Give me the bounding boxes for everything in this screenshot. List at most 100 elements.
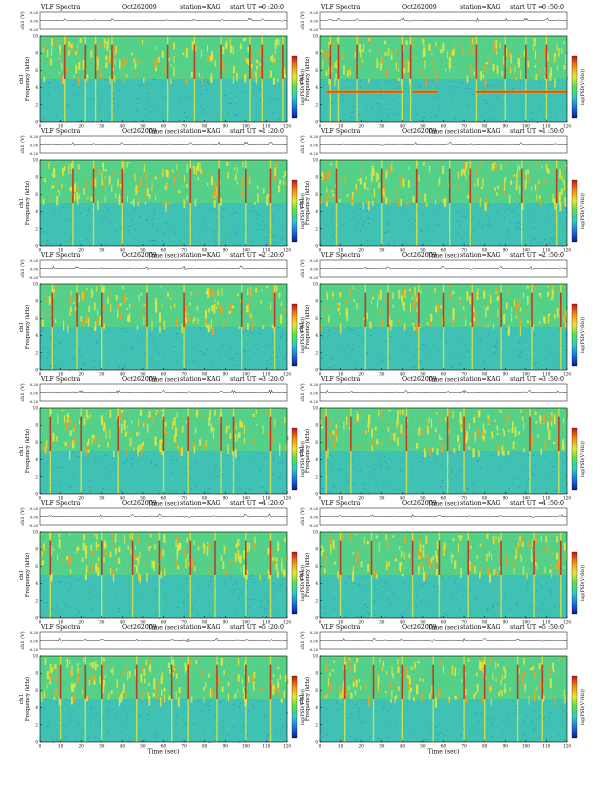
y-tick-label: 8 <box>315 299 318 304</box>
y-tick-label: 6 <box>35 192 38 197</box>
noise-speckle <box>565 112 566 113</box>
noise-speckle <box>83 342 84 343</box>
noise-speckle <box>559 218 560 219</box>
noise-speckle <box>526 344 527 345</box>
noise-speckle <box>497 332 498 333</box>
noise-speckle <box>48 94 49 95</box>
noise-speckle <box>361 481 362 482</box>
noise-speckle <box>202 465 203 466</box>
emission-streak <box>56 436 57 441</box>
noise-speckle <box>131 488 132 489</box>
noise-speckle <box>190 366 191 367</box>
noise-speckle <box>259 215 260 216</box>
emission-streak <box>274 418 275 427</box>
noise-speckle <box>182 342 183 343</box>
noise-speckle <box>494 464 495 465</box>
noise-speckle <box>50 336 51 337</box>
emission-streak <box>439 192 440 198</box>
burst-core <box>101 293 103 327</box>
noise-speckle <box>173 119 174 120</box>
emission-streak <box>247 289 248 296</box>
noise-speckle <box>554 227 555 228</box>
noise-speckle <box>371 224 372 225</box>
noise-speckle <box>132 465 133 466</box>
noise-speckle <box>166 226 167 227</box>
noise-speckle <box>110 234 111 235</box>
noise-speckle <box>222 341 223 342</box>
emission-streak <box>173 417 175 426</box>
emission-streak <box>198 177 200 180</box>
noise-speckle <box>386 80 387 81</box>
noise-speckle <box>465 216 466 217</box>
noise-speckle <box>476 479 477 480</box>
noise-speckle <box>396 222 397 223</box>
noise-speckle <box>534 353 535 354</box>
noise-speckle <box>392 474 393 475</box>
noise-speckle <box>129 230 130 231</box>
noise-speckle <box>87 347 88 348</box>
noise-speckle <box>379 329 380 330</box>
emission-streak <box>527 296 529 305</box>
noise-speckle <box>164 243 165 244</box>
emission-streak <box>473 307 475 312</box>
emission-streak <box>88 318 89 327</box>
noise-speckle <box>182 221 183 222</box>
emission-streak <box>284 171 286 176</box>
emission-streak <box>51 47 52 56</box>
noise-speckle <box>228 456 229 457</box>
noise-speckle <box>269 102 270 103</box>
amplitude-axis-label: ch1 (V) <box>299 259 306 277</box>
noise-speckle <box>399 244 400 245</box>
noise-speckle <box>563 353 564 354</box>
noise-speckle <box>83 349 84 350</box>
emission-streak <box>562 176 563 181</box>
noise-speckle <box>42 90 43 91</box>
noise-speckle <box>549 88 550 89</box>
emission-streak <box>261 300 262 304</box>
emission-streak <box>57 414 58 423</box>
noise-speckle <box>488 239 489 240</box>
noise-speckle <box>507 208 508 209</box>
emission-streak <box>234 167 235 170</box>
emission-streak <box>389 299 390 302</box>
noise-speckle <box>363 95 364 96</box>
emission-streak <box>209 288 211 295</box>
noise-speckle <box>150 225 151 226</box>
noise-speckle <box>448 216 449 217</box>
emission-streak <box>109 430 110 439</box>
noise-speckle <box>413 105 414 106</box>
panel-start-prefix: start UT = <box>230 4 263 11</box>
emission-streak <box>134 174 135 182</box>
noise-speckle <box>55 210 56 211</box>
emission-streak <box>115 47 116 51</box>
noise-speckle <box>117 235 118 236</box>
emission-streak <box>123 57 125 67</box>
noise-speckle <box>218 108 219 109</box>
noise-speckle <box>100 225 101 226</box>
noise-speckle <box>174 241 175 242</box>
emission-streak <box>53 168 55 178</box>
burst-core <box>416 169 418 203</box>
emission-streak <box>170 79 171 85</box>
noise-speckle <box>114 103 115 104</box>
noise-speckle <box>157 216 158 217</box>
emission-streak <box>547 291 549 297</box>
noise-speckle <box>542 481 543 482</box>
emission-streak <box>214 200 216 208</box>
noise-speckle <box>151 460 152 461</box>
noise-speckle <box>482 226 483 227</box>
noise-speckle <box>462 83 463 84</box>
emission-streak <box>525 180 527 190</box>
emission-streak <box>158 57 160 62</box>
emission-streak <box>110 50 111 58</box>
noise-speckle <box>253 479 254 480</box>
emission-streak <box>376 173 378 182</box>
noise-speckle <box>207 82 208 83</box>
burst-core <box>146 293 148 327</box>
emission-streak <box>73 75 74 79</box>
noise-speckle <box>429 353 430 354</box>
noise-speckle <box>458 451 459 452</box>
noise-speckle <box>423 215 424 216</box>
